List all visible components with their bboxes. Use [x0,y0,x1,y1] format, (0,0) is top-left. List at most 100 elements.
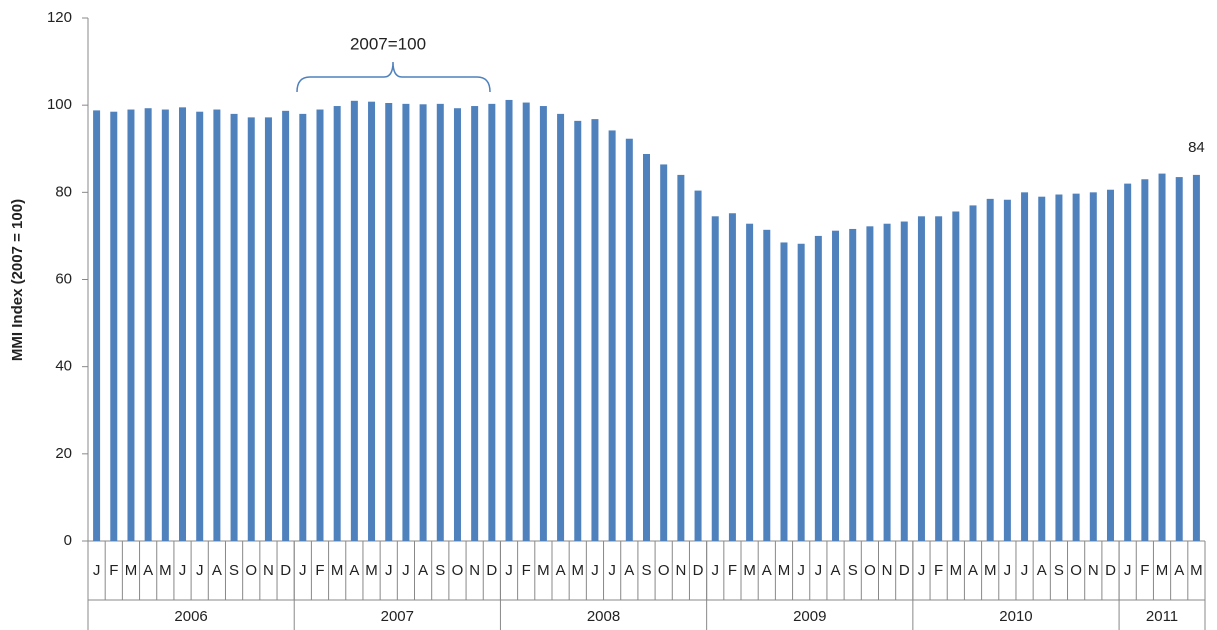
bar [557,113,565,541]
x-tick-label: J [711,562,719,579]
y-tick-label: 100 [47,96,72,113]
bar [179,107,187,542]
bar [797,243,805,542]
x-tick-label: A [418,562,428,579]
bar [299,113,307,541]
x-tick-label: A [968,562,978,579]
bar [780,242,788,541]
bar [935,216,943,541]
x-tick-label: F [109,562,118,579]
x-tick-label: A [143,562,153,579]
year-label: 2011 [1146,608,1178,625]
x-tick-label: O [658,562,670,579]
bar [368,101,376,542]
bar [488,103,496,542]
bar [333,106,341,541]
x-tick-label: S [1054,562,1064,579]
x-tick-label: J [815,562,823,579]
bar [110,111,118,542]
x-tick-label: A [831,562,841,579]
bar [471,106,479,541]
bar [866,226,874,541]
y-tick-label: 80 [55,183,72,200]
y-tick-label: 20 [55,445,72,462]
x-tick-label: O [245,562,257,579]
x-tick-label: N [469,562,480,579]
bar [952,211,960,541]
bar [986,198,994,541]
x-tick-label: M [778,562,791,579]
bar [746,223,754,542]
x-tick-label: M [984,562,997,579]
bar [213,109,221,542]
x-tick-label: D [486,562,497,579]
bar [264,117,272,542]
bar [453,108,461,541]
x-tick-label: J [797,562,805,579]
x-tick-label: J [608,562,616,579]
bar [350,100,358,541]
bar [814,235,822,541]
bar [436,103,444,542]
x-tick-label: S [848,562,858,579]
bar [763,229,771,541]
bar [539,106,547,541]
x-tick-label: N [263,562,274,579]
x-tick-label: D [1105,562,1116,579]
bar [608,130,616,541]
bar [93,110,101,541]
x-tick-label: J [196,562,204,579]
x-tick-label: N [675,562,686,579]
bar [161,109,169,542]
x-tick-label: M [950,562,963,579]
y-axis-label: MMI Index (2007 = 100) [9,199,26,361]
bar [196,111,204,542]
x-tick-label: A [762,562,772,579]
x-tick-label: J [179,562,187,579]
bar [1055,194,1063,541]
bar [1158,173,1166,541]
bar [660,164,668,541]
bar [900,221,908,541]
x-tick-label: F [934,562,943,579]
bar [883,223,891,542]
x-tick-label: M [331,562,344,579]
x-tick-label: A [1174,562,1184,579]
x-tick-label: A [212,562,222,579]
value-label: 84 [1188,139,1205,156]
bar [385,102,393,542]
bar [969,205,977,542]
x-tick-label: O [452,562,464,579]
bar [522,102,530,541]
bar [1141,179,1149,541]
bar [1106,189,1114,542]
x-tick-label: M [365,562,378,579]
x-tick-label: M [537,562,550,579]
x-tick-label: S [435,562,445,579]
bar [643,153,650,542]
x-tick-label: N [1088,562,1099,579]
x-tick-label: J [505,562,513,579]
bar [711,216,719,541]
x-tick-label: O [1070,562,1082,579]
y-tick-label: 0 [64,532,72,549]
bar [677,174,685,541]
bar [694,190,702,541]
year-label: 2010 [999,608,1032,625]
year-label: 2006 [174,608,207,625]
bar [1003,199,1011,541]
x-tick-label: M [572,562,585,579]
x-tick-label: D [280,562,291,579]
x-tick-label: J [1021,562,1029,579]
bar [1124,183,1132,541]
bar [316,109,324,542]
x-tick-label: F [728,562,737,579]
x-tick-label: M [1190,562,1203,579]
x-tick-label: A [556,562,566,579]
x-tick-label: A [624,562,634,579]
x-tick-label: D [899,562,910,579]
x-tick-label: A [1037,562,1047,579]
bar [625,138,633,541]
x-tick-label: A [349,562,359,579]
